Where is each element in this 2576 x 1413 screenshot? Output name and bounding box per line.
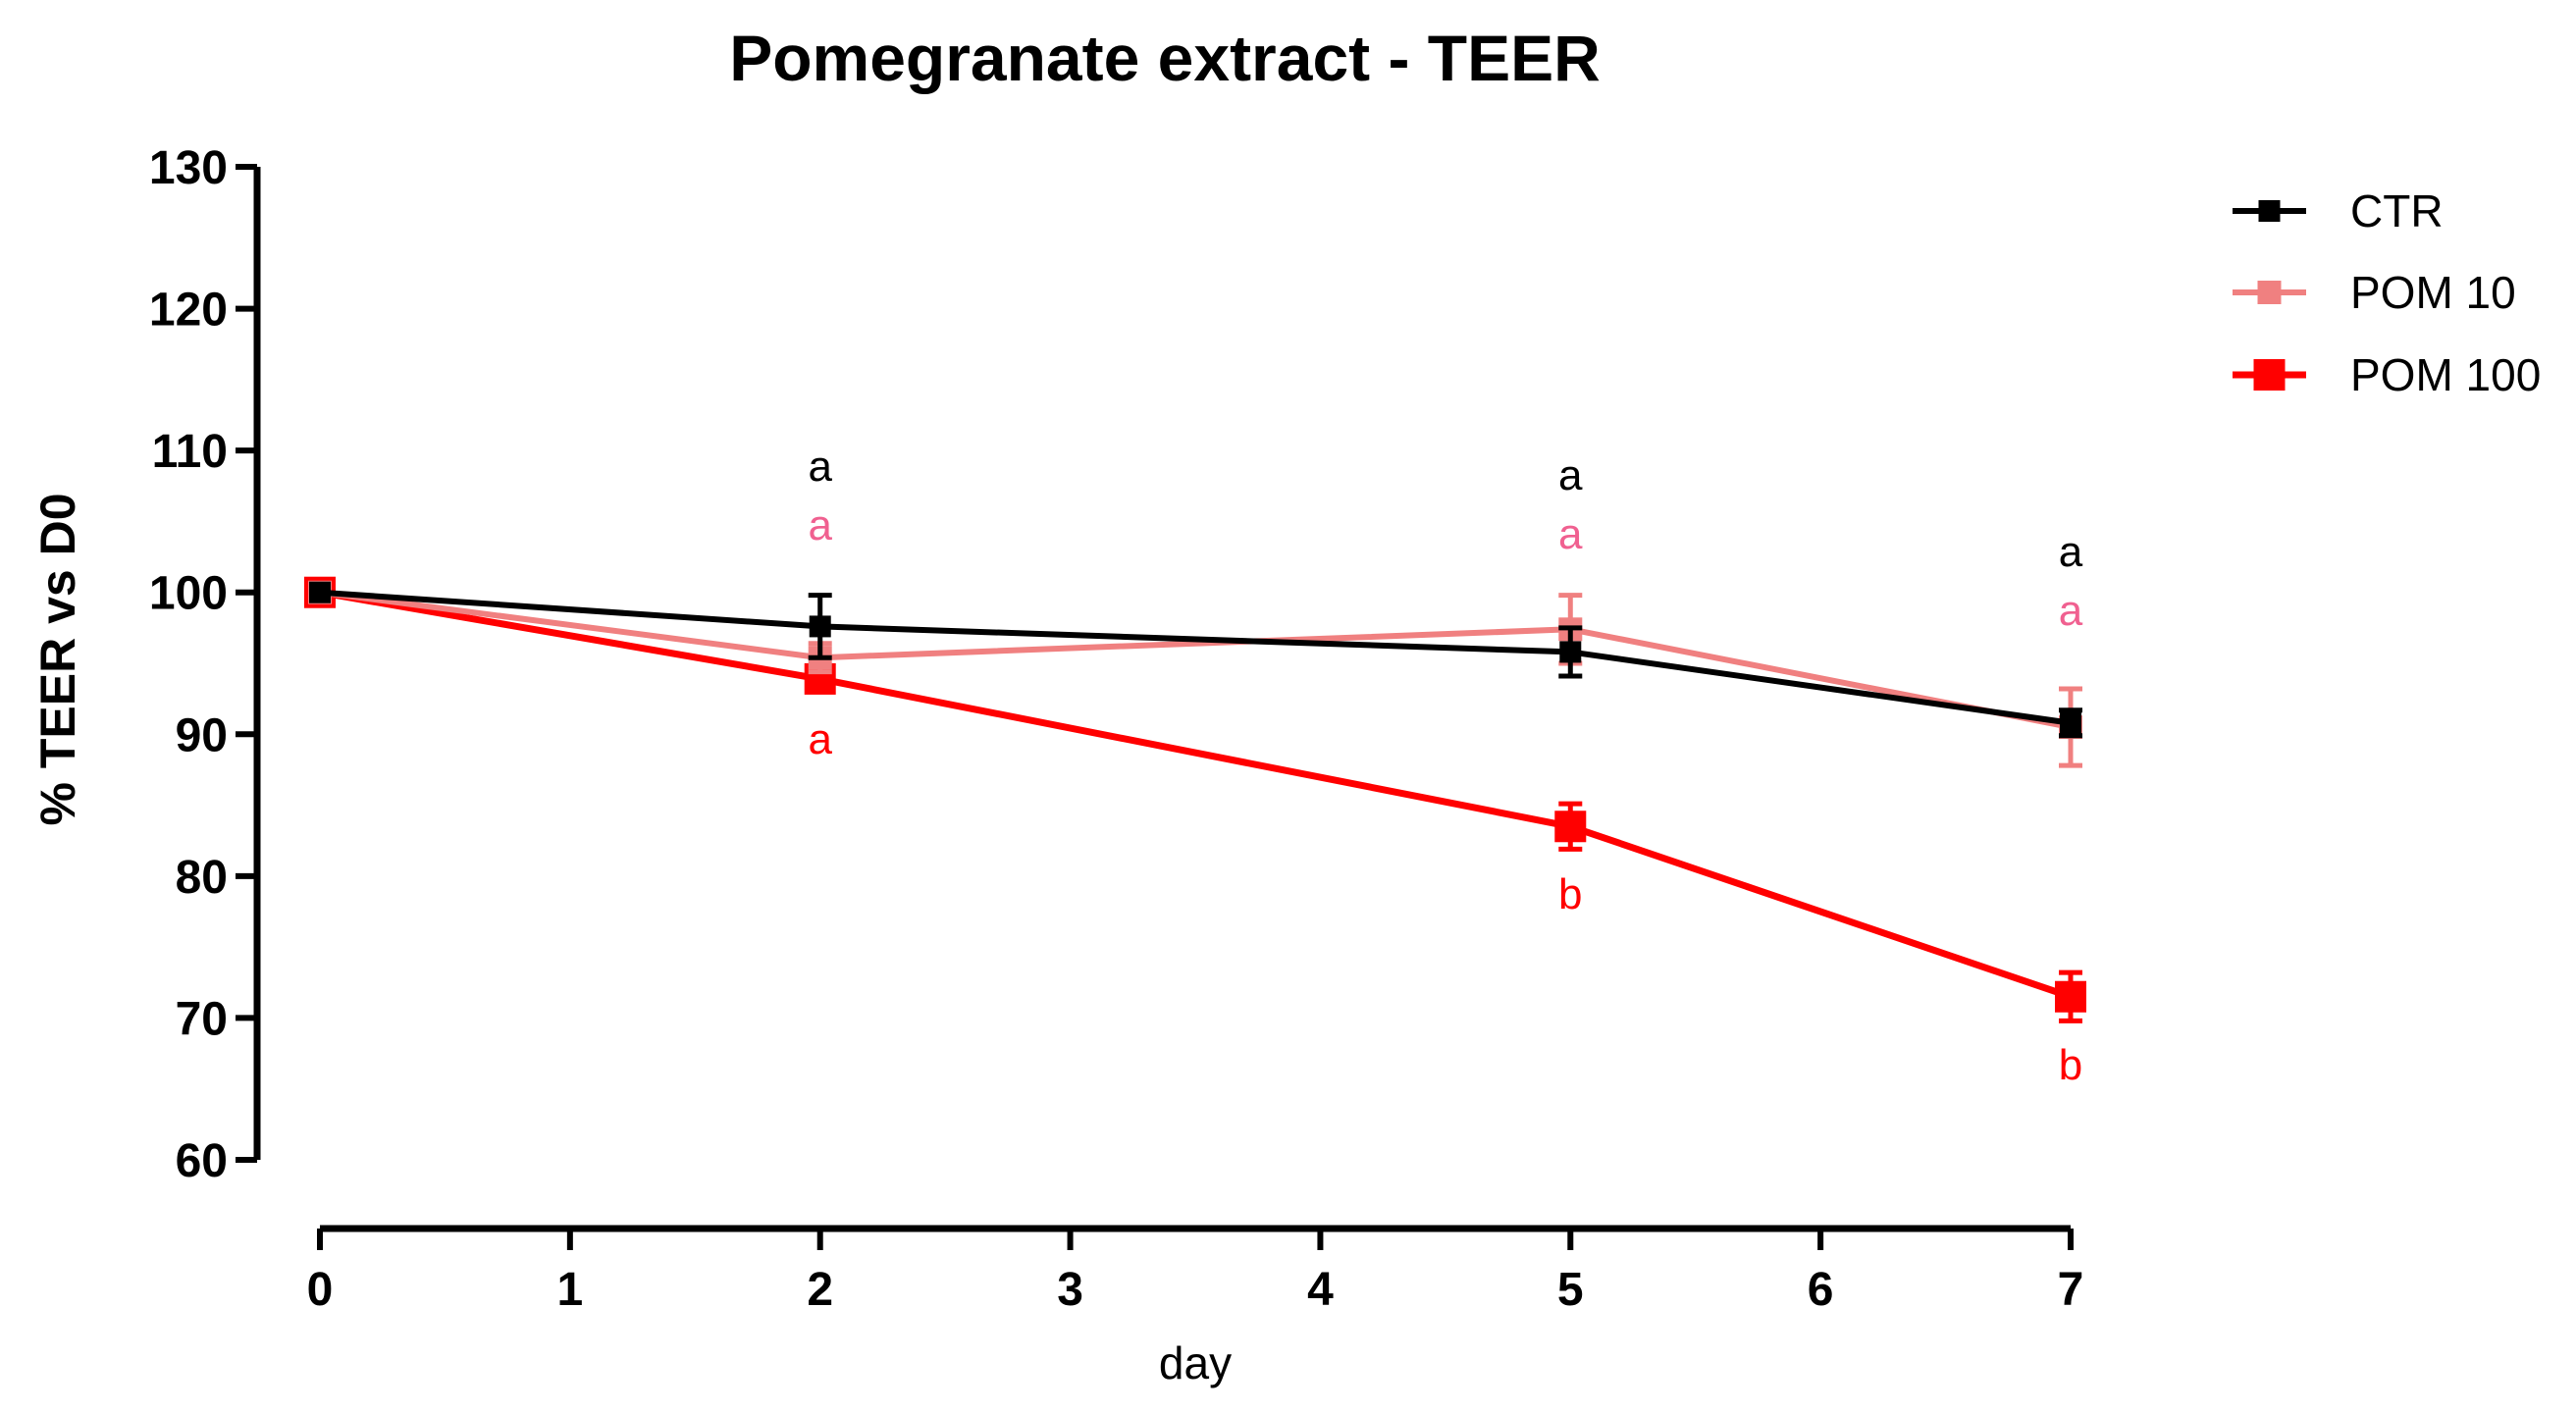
- data-point: [2055, 980, 2086, 1013]
- x-tick-label: 5: [1557, 1264, 1584, 1316]
- x-tick-label: 0: [307, 1264, 334, 1316]
- y-tick-label: 70: [176, 993, 228, 1045]
- x-tick-label: 6: [1808, 1264, 1834, 1316]
- significance-label: a: [2059, 528, 2083, 576]
- significance-label: b: [1558, 870, 1582, 918]
- x-axis-label: day: [1159, 1337, 1232, 1388]
- y-axis-label: % TEER vs D0: [30, 493, 85, 825]
- x-tick-label: 3: [1057, 1264, 1083, 1316]
- x-tick-label: 1: [557, 1264, 584, 1316]
- legend-marker: [2257, 281, 2282, 304]
- data-point: [809, 615, 831, 638]
- data-point: [309, 581, 331, 603]
- significance-label: b: [2059, 1041, 2082, 1089]
- significance-label: a: [808, 501, 832, 550]
- data-point: [2060, 711, 2081, 734]
- significance-label: a: [808, 443, 832, 491]
- y-tick-label: 80: [176, 852, 228, 904]
- y-tick-label: 60: [176, 1135, 228, 1187]
- x-tick-label: 4: [1307, 1264, 1334, 1316]
- y-tick-label: 100: [149, 568, 228, 620]
- significance-label: a: [1558, 451, 1583, 499]
- legend-label: CTR: [2350, 185, 2444, 236]
- legend-label: POM 100: [2350, 349, 2541, 400]
- y-tick-label: 130: [149, 142, 228, 194]
- series-line-ctr: [319, 589, 2072, 726]
- significance-label: a: [1558, 510, 1583, 558]
- x-tick-label: 2: [807, 1264, 833, 1316]
- legend-label: POM 10: [2350, 267, 2516, 318]
- y-tick-label: 90: [176, 709, 228, 761]
- y-tick-label: 110: [152, 426, 228, 478]
- series-line-pom-10: [319, 589, 2072, 731]
- series-line-pom-100: [319, 589, 2073, 1001]
- legend-marker: [2258, 200, 2281, 222]
- significance-label: a: [808, 715, 832, 763]
- legend-marker: [2253, 359, 2286, 391]
- y-tick-label: 120: [149, 285, 228, 337]
- significance-label: a: [2059, 587, 2083, 635]
- chart-title: Pomegranate extract - TEER: [729, 22, 1601, 94]
- data-point: [1559, 641, 1582, 663]
- data-point: [1554, 811, 1587, 843]
- x-tick-label: 7: [2058, 1264, 2084, 1316]
